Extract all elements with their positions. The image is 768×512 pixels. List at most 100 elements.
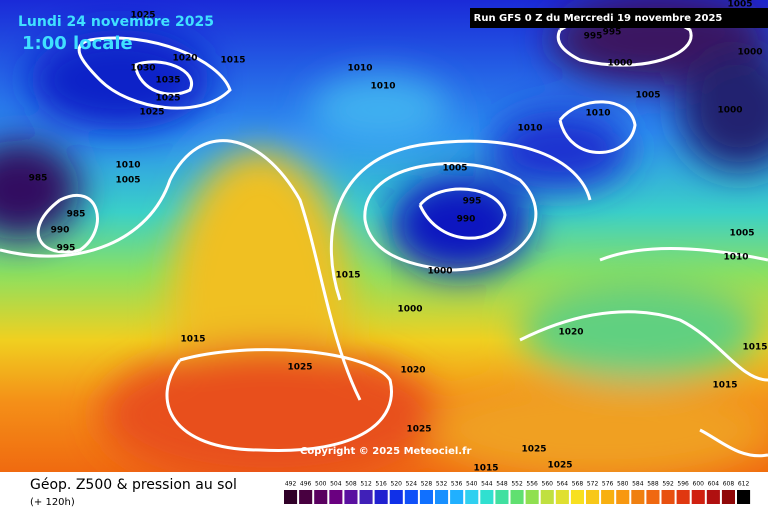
scale-label: 572 <box>587 481 599 488</box>
scale-swatch <box>314 490 328 504</box>
scale-swatch <box>359 490 373 504</box>
scale-label: 564 <box>557 481 569 488</box>
isobar-label: 985 <box>67 210 86 220</box>
scale-swatch <box>691 490 705 504</box>
scale-label: 560 <box>542 481 554 488</box>
isobar-label: 995 <box>584 32 603 42</box>
scale-swatch <box>601 490 615 504</box>
isobar-label: 1025 <box>287 363 312 373</box>
isobar-label: 1025 <box>155 94 180 104</box>
isobar-label: 1010 <box>517 124 542 134</box>
footer-lead: (+ 120h) <box>30 497 75 508</box>
forecast-date: Lundi 24 novembre 2025 <box>18 14 214 30</box>
isobar-label: 1025 <box>406 425 431 435</box>
scale-swatch <box>495 490 509 504</box>
footer-title: Géop. Z500 & pression au sol <box>30 477 237 493</box>
scale-swatch <box>737 490 751 504</box>
scale-label: 604 <box>708 481 720 488</box>
scale-label: 576 <box>602 481 614 488</box>
scale-label: 596 <box>677 481 689 488</box>
scale-swatch <box>510 490 524 504</box>
scale-label: 612 <box>738 481 750 488</box>
isobar-label: 990 <box>457 215 476 225</box>
scale-label: 500 <box>315 481 327 488</box>
scale-label: 600 <box>693 481 705 488</box>
isobar-label: 990 <box>51 226 70 236</box>
scale-label: 548 <box>496 481 508 488</box>
forecast-time: 1:00 locale <box>22 33 133 54</box>
scale-label: 516 <box>375 481 387 488</box>
scale-swatch <box>419 490 433 504</box>
isobar-label: 1010 <box>370 82 395 92</box>
scale-label: 556 <box>526 481 538 488</box>
scale-swatch <box>525 490 539 504</box>
isobar-label: 995 <box>603 28 622 38</box>
isobar-label: 1000 <box>427 267 452 277</box>
scale-label: 552 <box>511 481 523 488</box>
color-scale: 492 496 500 504 508 512 516 520 524 528 532 536 540 5… <box>284 481 751 504</box>
scale-swatch <box>450 490 464 504</box>
scale-swatch <box>631 490 645 504</box>
scale-label: 592 <box>662 481 674 488</box>
scale-label: 536 <box>451 481 463 488</box>
isobar-label: 1020 <box>400 366 425 376</box>
scale-swatch <box>480 490 494 504</box>
isobar-label: 995 <box>57 244 76 254</box>
isobar-label: 1030 <box>130 64 155 74</box>
scale-swatch <box>284 490 298 504</box>
isobar-label: 1015 <box>473 464 498 474</box>
scale-label: 524 <box>406 481 418 488</box>
isobar-label: 1035 <box>155 76 180 86</box>
scale-label: 540 <box>466 481 478 488</box>
scale-swatch <box>570 490 584 504</box>
scale-label: 528 <box>421 481 433 488</box>
isobar-label: 1000 <box>737 48 762 58</box>
scale-label: 512 <box>360 481 372 488</box>
scale-swatch <box>706 490 720 504</box>
scale-swatch <box>404 490 418 504</box>
isobar-label: 1015 <box>742 343 767 353</box>
isobar-label: 1010 <box>347 64 372 74</box>
scale-swatch <box>646 490 660 504</box>
scale-swatch <box>374 490 388 504</box>
scale-label: 496 <box>300 481 312 488</box>
scale-label: 568 <box>572 481 584 488</box>
scale-label: 580 <box>617 481 629 488</box>
scale-swatch <box>661 490 675 504</box>
isobar-label: 1010 <box>585 109 610 119</box>
scale-swatch <box>435 490 449 504</box>
scale-swatch <box>540 490 554 504</box>
isobar-label: 1015 <box>712 381 737 391</box>
isobar-label: 1025 <box>547 461 572 471</box>
scale-label: 532 <box>436 481 448 488</box>
isobar-label: 1020 <box>172 54 197 64</box>
isobar-label: 1005 <box>442 164 467 174</box>
isobar-label: 1015 <box>180 335 205 345</box>
run-box <box>470 8 768 28</box>
map-field <box>0 0 768 472</box>
scale-swatch <box>299 490 313 504</box>
isobar-label: 1015 <box>220 56 245 66</box>
scale-swatch <box>329 490 343 504</box>
isobar-label: 995 <box>463 197 482 207</box>
scale-label: 544 <box>481 481 493 488</box>
scale-swatch <box>389 490 403 504</box>
isobar-label: 1005 <box>727 0 752 10</box>
isobar-label: 1005 <box>635 91 660 101</box>
scale-label: 508 <box>345 481 357 488</box>
scale-swatch <box>616 490 630 504</box>
isobar-label: 1025 <box>521 445 546 455</box>
scale-swatch <box>586 490 600 504</box>
isobar-label: 1025 <box>130 11 155 21</box>
scale-label: 504 <box>330 481 342 488</box>
isobar-label: 1000 <box>607 59 632 69</box>
isobar-label: 1010 <box>115 161 140 171</box>
scale-swatch <box>676 490 690 504</box>
scale-swatch <box>555 490 569 504</box>
isobar-label: 1010 <box>723 253 748 263</box>
scale-swatch <box>465 490 479 504</box>
scale-swatch <box>344 490 358 504</box>
run-info: Run GFS 0 Z du Mercredi 19 novembre 2025 <box>474 13 723 24</box>
scale-label: 584 <box>632 481 644 488</box>
